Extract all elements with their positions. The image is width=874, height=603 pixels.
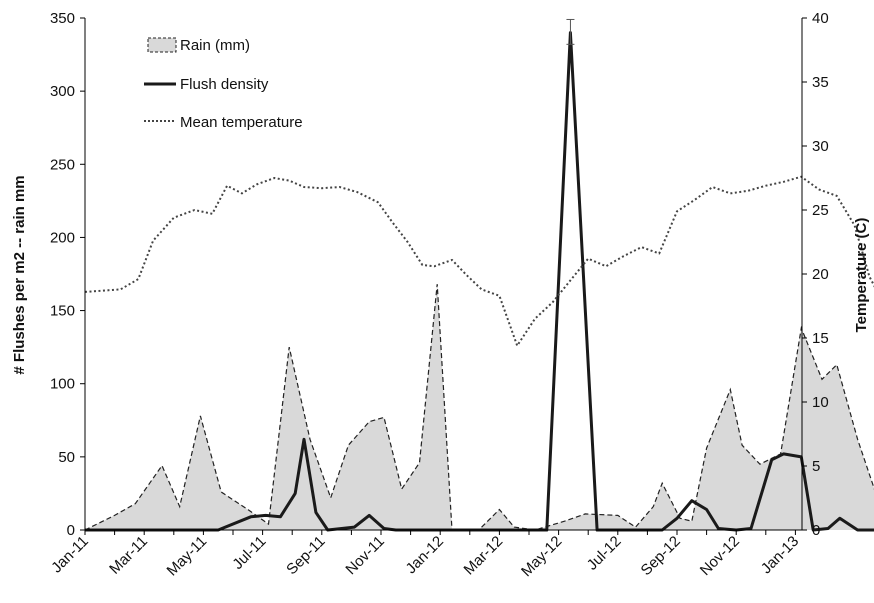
legend-flush-label: Flush density — [180, 76, 269, 93]
y-left-tick-label: 100 — [50, 376, 75, 393]
y-right-tick-label: 0 — [812, 522, 820, 539]
error-bars-layer — [566, 18, 575, 45]
mean-temperature-line — [84, 175, 874, 347]
y-left-tick-label: 200 — [50, 229, 75, 246]
legend-rain-swatch — [147, 37, 177, 53]
y-left-tick-label: 150 — [50, 303, 75, 320]
x-tick-label: Mar-12 — [461, 533, 507, 579]
x-tick-label: Mar-11 — [106, 533, 151, 578]
y-right-tick-label: 35 — [812, 74, 829, 91]
y-axis-right-title: Temperature (C) — [853, 218, 870, 333]
rain-area-outline — [84, 284, 874, 531]
y-right-tick-label: 25 — [812, 202, 829, 219]
legend: Rain (mm) Flush density Mean temperature — [144, 37, 303, 131]
x-tick-label: Sep-12 — [638, 533, 684, 579]
y-right-tick-label: 15 — [812, 330, 829, 347]
y-axis-left-title: # Flushes per m2 -- rain mm — [11, 175, 28, 374]
y-right-tick-label: 20 — [812, 266, 829, 283]
legend-rain-label: Rain (mm) — [180, 37, 250, 54]
y-left-tick-label: 350 — [50, 10, 75, 27]
y-right-tick-label: 30 — [812, 138, 829, 155]
y-left-tick-label: 300 — [50, 83, 75, 100]
y-right-tick-label: 10 — [812, 394, 829, 411]
x-tick-label: Jan-11 — [48, 533, 92, 577]
y-left-tick-label: 50 — [58, 449, 75, 466]
legend-temp-label: Mean temperature — [180, 114, 303, 131]
x-tick-label: Nov-11 — [342, 533, 387, 578]
x-tick-label: Nov-12 — [697, 533, 743, 579]
y-right-tick-label: 40 — [812, 10, 829, 27]
x-tick-label: Sep-11 — [283, 533, 328, 578]
y-right-tick-label: 5 — [812, 458, 820, 475]
x-tick-label: Jan-12 — [403, 533, 447, 577]
x-tick-label: Jul-12 — [584, 533, 625, 574]
x-tick-label: Jul-11 — [229, 533, 269, 573]
axes-layer — [80, 17, 807, 535]
y-left-tick-label: 250 — [50, 156, 75, 173]
y-left-tick-label: 0 — [67, 522, 75, 539]
x-tick-label: May-11 — [164, 533, 211, 580]
rain-area-layer — [84, 284, 874, 531]
x-tick-label: May-12 — [518, 533, 565, 580]
rain-area-fill — [85, 284, 874, 530]
x-tick-label: Jan-13 — [758, 533, 802, 577]
